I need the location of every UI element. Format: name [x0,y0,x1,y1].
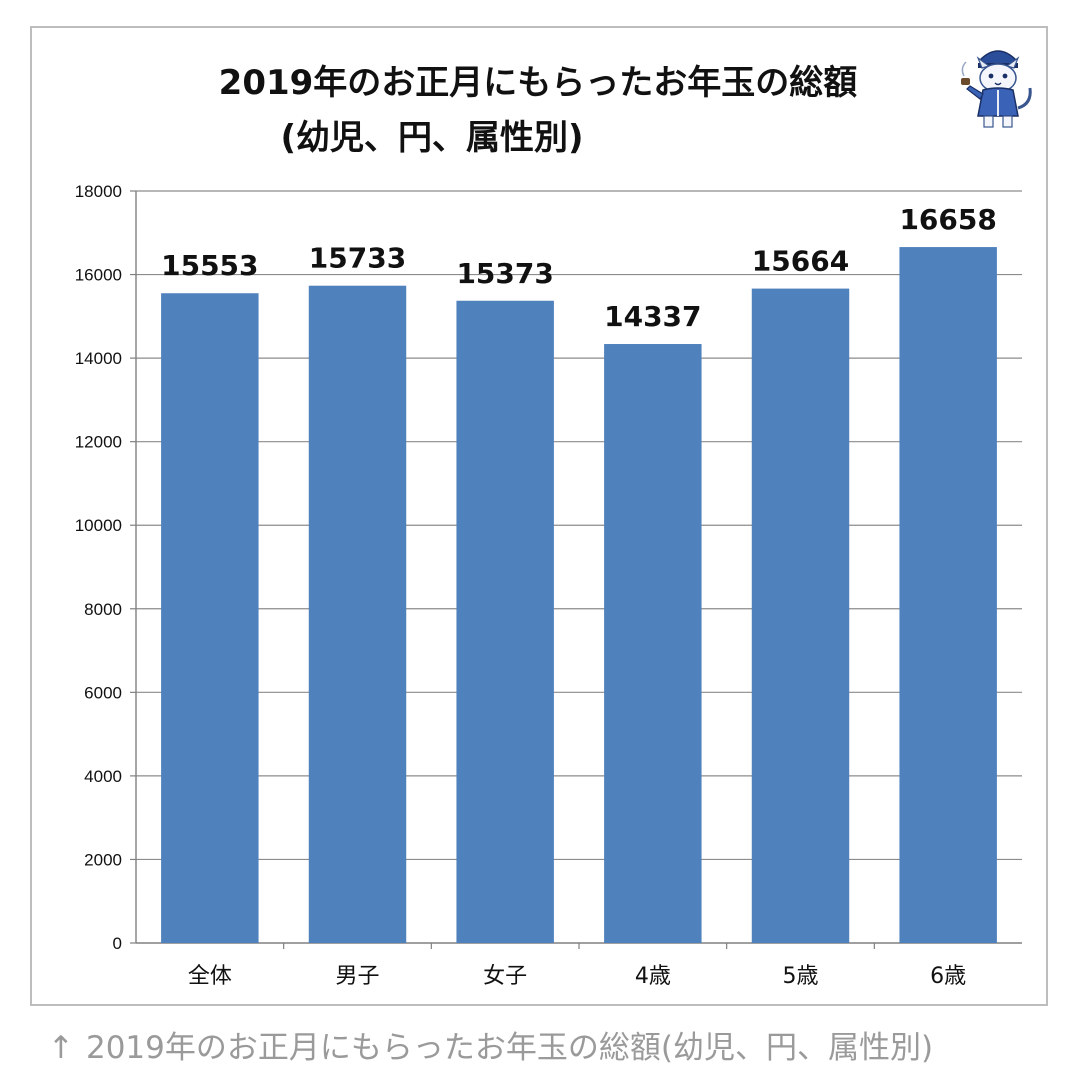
bar-data-label: 15733 [309,242,406,275]
x-category-label: 男子 [335,964,379,989]
y-tick-label: 10000 [75,516,122,535]
plot-area: 0 2000 4000 6000 8000 10000 12000 14000 16000 180… [75,182,1022,989]
y-tick-label: 16000 [75,266,122,285]
y-tick-label: 2000 [84,850,122,869]
bar [456,300,554,943]
chart-title-line-1: 2019年のお正月にもらったお年玉の総額 [218,63,858,103]
bar [751,288,850,943]
bar [308,285,407,944]
y-tick-label: 6000 [84,683,122,702]
caption-up-arrow-icon: ↑ [48,1030,74,1066]
bar-data-label: 15553 [161,249,258,282]
x-category-label: 6歳 [930,964,966,989]
y-tick-label: 8000 [84,600,122,619]
bar-data-label: 16658 [899,203,996,236]
y-tick-label: 4000 [84,767,122,786]
figure-caption: ↑ 2019年のお正月にもらったお年玉の総額(幼児、円、属性別) [48,1022,933,1067]
cat-detective-mascot-icon [961,50,1032,128]
bar-chart: 0 2000 4000 6000 8000 10000 12000 14000 16000 180… [75,182,1022,989]
x-category-label: 全体 [188,964,232,989]
bar-data-label: 15373 [456,257,553,290]
y-tick-label: 18000 [75,182,122,201]
caption-text: 2019年のお正月にもらったお年玉の総額(幼児、円、属性別) [85,1030,934,1066]
bar [604,344,702,944]
y-tick-label: 12000 [75,433,122,452]
x-category-label: 4歳 [635,964,671,989]
bar [899,247,997,943]
y-tick-label: 14000 [75,349,122,368]
bar [161,293,259,943]
bar-data-label: 14337 [604,300,701,333]
chart-subtitle-line-2: (幼児、円、属性別) [280,118,584,158]
x-category-label: 女子 [483,964,527,989]
x-category-label: 5歳 [783,964,819,989]
bar-data-label: 15664 [752,245,849,278]
y-tick-label: 0 [113,934,122,953]
